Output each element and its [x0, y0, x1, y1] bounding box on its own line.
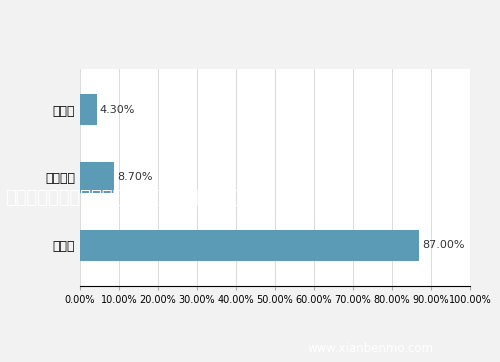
Bar	[80, 230, 419, 261]
Text: 4.30%: 4.30%	[100, 105, 136, 114]
Text: 国内十大篮球培训机构排名及学员平均水平分析报告: 国内十大篮球培训机构排名及学员平均水平分析报告	[5, 189, 252, 207]
Bar	[80, 162, 114, 193]
Bar	[80, 94, 97, 125]
Text: 87.00%: 87.00%	[422, 240, 465, 250]
Text: 8.70%: 8.70%	[117, 172, 152, 182]
Text: www.xianbenmo.com: www.xianbenmo.com	[307, 342, 433, 355]
